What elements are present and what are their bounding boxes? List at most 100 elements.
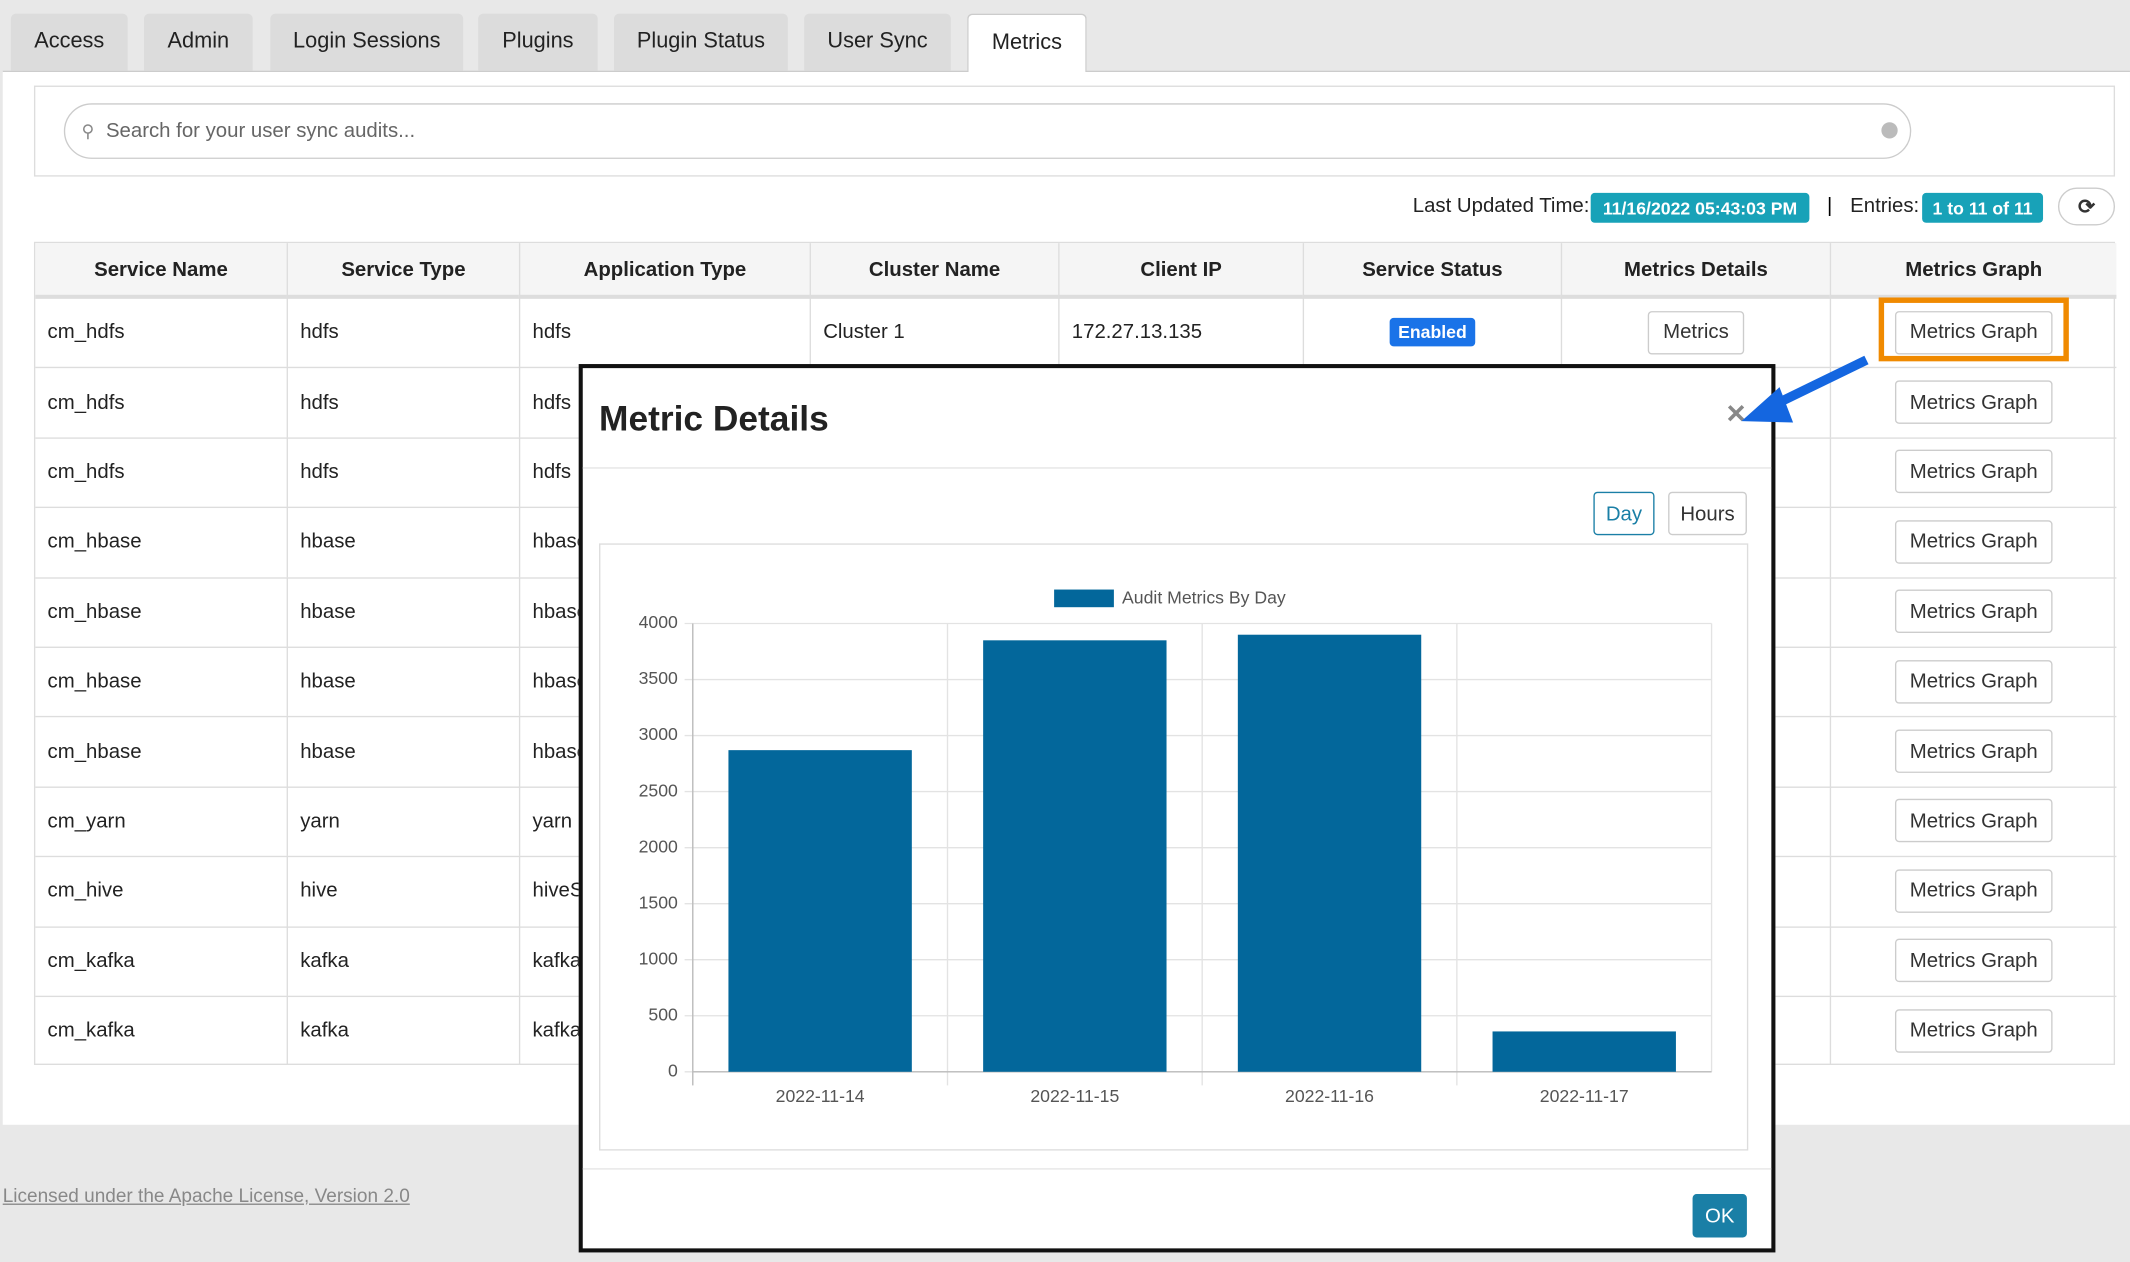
metrics-graph-button[interactable]: Metrics Graph	[1895, 939, 2053, 982]
metrics-graph-button[interactable]: Metrics Graph	[1895, 660, 2053, 703]
table-cell: Metrics Graph	[1830, 507, 2117, 577]
tab[interactable]: Admin	[144, 14, 253, 71]
table-cell: 172.27.13.135	[1058, 297, 1303, 367]
cell-text: hiveS	[532, 879, 583, 902]
table-cell: cm_hbase	[35, 716, 286, 786]
table-cell: Metrics Graph	[1830, 437, 2117, 507]
table-cell: hbase	[287, 577, 519, 647]
cell-text: hive	[300, 879, 337, 902]
cell-text: Cluster 1	[823, 321, 905, 344]
cell-text: hbase	[300, 670, 356, 693]
y-tick-label: 4000	[639, 612, 678, 632]
highlight-box	[1879, 297, 2069, 361]
cell-text: hdfs	[300, 321, 339, 344]
divider	[583, 467, 1772, 468]
table-cell: yarn	[287, 786, 519, 856]
column-header: Client IP	[1058, 243, 1303, 297]
tab[interactable]: Plugin Status	[614, 14, 788, 71]
cell-text: cm_hdfs	[48, 321, 125, 344]
cell-text: hdfs	[532, 391, 571, 414]
y-tick-label: 3500	[639, 668, 678, 688]
metrics-graph-button[interactable]: Metrics Graph	[1895, 869, 2053, 912]
search-icon: ⚲	[82, 121, 95, 143]
legend-swatch	[1054, 590, 1114, 608]
day-button[interactable]: Day	[1593, 492, 1654, 535]
tab[interactable]: Access	[11, 14, 128, 71]
tab[interactable]: Plugins	[478, 14, 598, 71]
divider	[583, 1168, 1772, 1169]
clear-icon[interactable]	[1881, 122, 1897, 138]
bar	[728, 750, 911, 1072]
cell-text: hbase	[300, 740, 356, 763]
search-input[interactable]: Search for your user sync audits...	[64, 103, 1911, 159]
metrics-graph-button[interactable]: Metrics Graph	[1895, 799, 2053, 842]
metrics-graph-button[interactable]: Metrics Graph	[1895, 590, 2053, 633]
metrics-graph-button[interactable]: Metrics Graph	[1895, 730, 2053, 773]
table-cell: hbase	[287, 647, 519, 717]
y-tick-label: 2000	[639, 836, 678, 856]
table-cell: hdfs	[519, 297, 810, 367]
tab[interactable]: User Sync	[804, 14, 951, 71]
metrics-graph-button[interactable]: Metrics Graph	[1895, 520, 2053, 563]
updated-value: 11/16/2022 05:43:03 PM	[1591, 193, 1810, 223]
column-header: Metrics Details	[1561, 243, 1830, 297]
annotation-arrow	[1725, 346, 1888, 441]
x-tick-label: 2022-11-15	[1030, 1086, 1119, 1106]
cell-text: yarn	[532, 810, 572, 833]
bar	[983, 640, 1166, 1071]
table-cell: Metrics Graph	[1830, 577, 2117, 647]
cell-text: cm_hbase	[48, 530, 142, 553]
table-cell: hdfs	[287, 297, 519, 367]
metrics-graph-button[interactable]: Metrics Graph	[1895, 450, 2053, 493]
table-cell: cm_hdfs	[35, 437, 286, 507]
chart: 050010001500200025003000350040002022-11-…	[599, 543, 1747, 1149]
table-cell: hbase	[287, 507, 519, 577]
column-header: Service Name	[35, 243, 286, 297]
table-cell: hive	[287, 856, 519, 926]
separator: |	[1827, 194, 1832, 217]
column-header: Service Type	[287, 243, 519, 297]
bar	[1493, 1031, 1676, 1071]
y-tick-label: 500	[648, 1004, 678, 1024]
cell-text: hdfs	[532, 460, 571, 483]
cell-text: cm_hdfs	[48, 391, 125, 414]
table-cell: Metrics Graph	[1830, 647, 2117, 717]
cell-text: cm_hbase	[48, 740, 142, 763]
cell-text: cm_hbase	[48, 600, 142, 623]
ok-button[interactable]: OK	[1693, 1194, 1747, 1237]
hours-button[interactable]: Hours	[1668, 492, 1747, 535]
table-cell: Enabled	[1303, 297, 1561, 367]
column-header: Metrics Graph	[1830, 243, 2117, 297]
cell-text: cm_hdfs	[48, 460, 125, 483]
table-cell: cm_kafka	[35, 926, 286, 996]
refresh-button[interactable]: ⟳	[2058, 187, 2115, 225]
cell-text: cm_kafka	[48, 949, 135, 972]
cell-text: 172.27.13.135	[1072, 321, 1202, 344]
tab[interactable]: Metrics	[967, 14, 1087, 72]
x-tick-label: 2022-11-14	[776, 1086, 865, 1106]
table-cell: cm_hbase	[35, 507, 286, 577]
footer-link[interactable]: Licensed under the Apache License, Versi…	[3, 1185, 410, 1207]
table-cell: Metrics Graph	[1830, 786, 2117, 856]
cell-text: hdfs	[532, 321, 571, 344]
tab[interactable]: Login Sessions	[270, 14, 463, 71]
table-cell: Metrics Graph	[1830, 716, 2117, 786]
modal-title: Metric Details	[599, 398, 829, 440]
bar	[1238, 635, 1421, 1072]
cell-text: cm_yarn	[48, 810, 126, 833]
metrics-graph-button[interactable]: Metrics Graph	[1895, 1009, 2053, 1052]
table-cell: cm_hbase	[35, 647, 286, 717]
table-cell: cm_hdfs	[35, 367, 286, 437]
table-cell: hdfs	[287, 367, 519, 437]
table-cell: kafka	[287, 926, 519, 996]
column-header: Service Status	[1303, 243, 1561, 297]
cell-text: cm_hive	[48, 879, 124, 902]
metrics-graph-button[interactable]: Metrics Graph	[1895, 380, 2053, 423]
x-tick-label: 2022-11-17	[1540, 1086, 1629, 1106]
cell-text: yarn	[300, 810, 340, 833]
entries-value: 1 to 11 of 11	[1922, 193, 2043, 223]
y-tick-label: 0	[668, 1060, 678, 1080]
entries-label: Entries:	[1850, 194, 1919, 217]
